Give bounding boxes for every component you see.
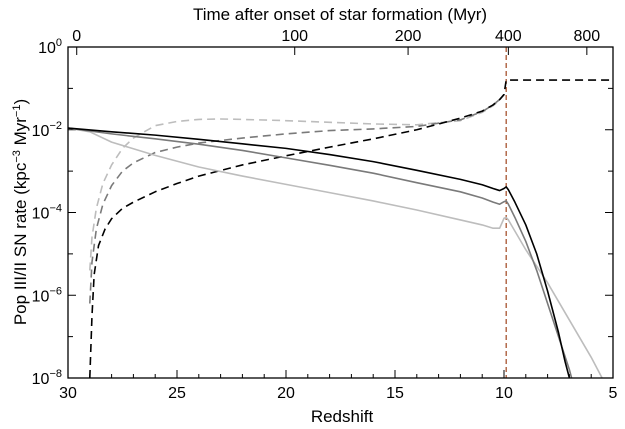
y-axis-title-sup2: −1 xyxy=(11,105,23,118)
axis-ticks xyxy=(67,46,614,379)
y-axis-title-sup1: −3 xyxy=(11,150,23,163)
x-tick-label: 30 xyxy=(59,385,77,402)
y-tick-base: 10 xyxy=(38,40,56,57)
series-line-gray-solid xyxy=(68,127,573,378)
y-tick-label: 10−4 xyxy=(32,203,62,223)
top-tick-label: 400 xyxy=(495,28,522,45)
y-tick-exponent: −6 xyxy=(49,285,62,297)
y-axis-title-main: Pop III/II SN rate (kpc xyxy=(11,162,30,325)
top-tick-label: 200 xyxy=(395,28,422,45)
y-tick-label: 10−2 xyxy=(32,120,62,140)
y-tick-base: 10 xyxy=(32,371,50,388)
y-tick-label: 100 xyxy=(38,37,62,57)
x-axis-title: Redshift xyxy=(311,407,374,426)
series-line-black-dashed xyxy=(89,79,613,378)
y-axis-title-unit: Myr xyxy=(11,117,30,150)
y-tick-exponent: −2 xyxy=(49,120,62,132)
y-tick-base: 10 xyxy=(32,206,50,223)
y-tick-label: 10−6 xyxy=(32,285,62,305)
series-line-light-dashed xyxy=(89,94,505,271)
top-tick-label: 100 xyxy=(281,28,308,45)
x-tick-label: 20 xyxy=(277,385,295,402)
y-tick-base: 10 xyxy=(32,123,50,140)
x-tick-label: 5 xyxy=(609,385,618,402)
x-tick-label: 25 xyxy=(168,385,186,402)
y-tick-exponent: 0 xyxy=(56,37,62,49)
top-axis-title: Time after onset of star formation (Myr) xyxy=(193,5,487,24)
series-lines xyxy=(68,47,613,378)
y-tick-label: 10−8 xyxy=(32,368,62,388)
top-tick-label: 800 xyxy=(573,28,600,45)
y-tick-exponent: −4 xyxy=(49,203,62,215)
x-tick-label: 10 xyxy=(495,385,513,402)
y-tick-exponent: −8 xyxy=(49,368,62,380)
y-axis-title-close: ) xyxy=(11,99,30,105)
x-tick-label: 15 xyxy=(386,385,404,402)
plot-frame xyxy=(67,46,614,379)
y-axis-title: Pop III/II SN rate (kpc−3 Myr−1) xyxy=(11,99,30,325)
series-line-black-solid xyxy=(68,127,571,378)
y-tick-base: 10 xyxy=(32,288,50,305)
top-tick-label: 0 xyxy=(72,28,81,45)
series-line-gray-dashed xyxy=(89,94,505,304)
